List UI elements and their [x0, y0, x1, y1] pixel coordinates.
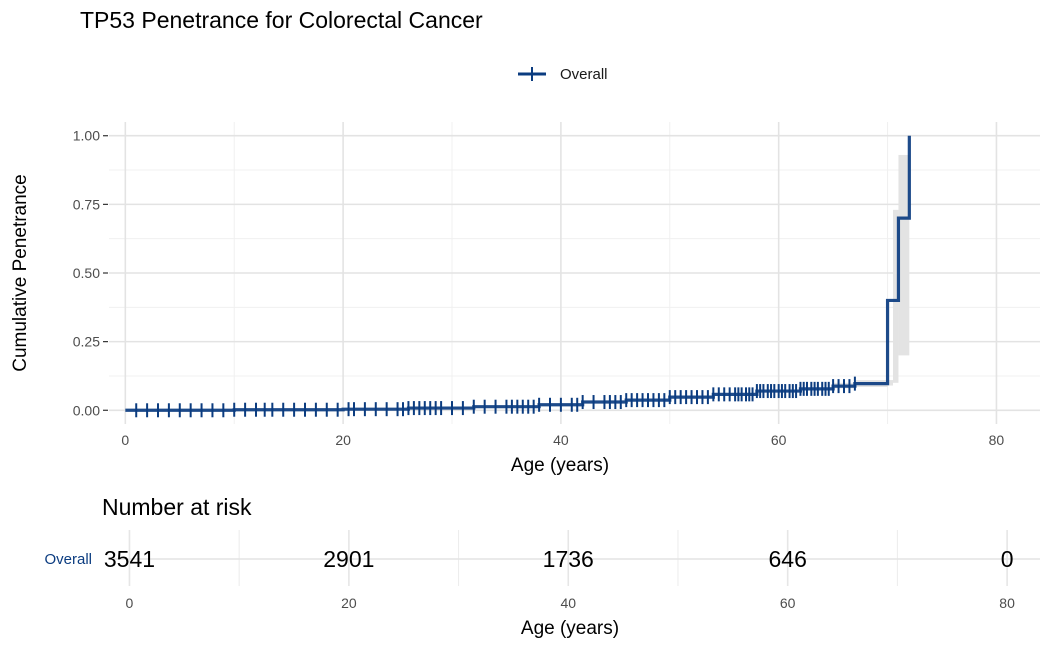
y-axis-label: Cumulative Penetrance — [10, 174, 31, 372]
y-tick-label: 0.25 — [73, 334, 100, 350]
x-tick-label: 60 — [771, 432, 787, 448]
risk-table-grid — [113, 530, 1040, 586]
x-axis-ticks: 0 20 40 60 80 — [121, 432, 1004, 448]
risk-x-axis-label: Age (years) — [521, 618, 619, 639]
risk-row-label: Overall — [44, 551, 92, 568]
risk-x-tick-label: 60 — [780, 595, 796, 611]
risk-count-value: 646 — [768, 546, 806, 572]
risk-count-value: 1736 — [543, 546, 594, 572]
y-tick-label: 1.00 — [73, 128, 100, 144]
risk-x-tick-label: 40 — [560, 595, 576, 611]
legend: Overall — [518, 66, 608, 83]
risk-count-value: 0 — [1001, 546, 1014, 572]
x-tick-label: 0 — [121, 432, 129, 448]
chart-title: TP53 Penetrance for Colorectal Cancer — [80, 7, 483, 33]
risk-count-value: 3541 — [104, 546, 155, 572]
x-axis-label: Age (years) — [511, 455, 609, 476]
risk-x-axis-ticks: 0 20 40 60 80 — [126, 595, 1016, 611]
risk-x-tick-label: 0 — [126, 595, 134, 611]
y-axis-ticks: 0.00 0.25 0.50 0.75 1.00 — [73, 128, 108, 418]
x-tick-label: 20 — [335, 432, 351, 448]
x-tick-label: 40 — [553, 432, 569, 448]
ci-band-segment — [898, 154, 910, 356]
plot-grid — [109, 122, 1040, 424]
risk-x-tick-label: 20 — [341, 595, 357, 611]
ci-band-segment — [893, 209, 899, 383]
y-tick-label: 0.50 — [73, 265, 100, 281]
risk-table-rows: Overall 3541 2901 1736 646 0 — [44, 546, 1013, 572]
risk-x-tick-label: 80 — [999, 595, 1015, 611]
legend-label-overall: Overall — [560, 66, 608, 83]
risk-table-title: Number at risk — [102, 494, 252, 520]
ci-band-segment — [887, 380, 893, 386]
x-tick-label: 80 — [989, 432, 1005, 448]
y-tick-label: 0.00 — [73, 402, 100, 418]
risk-count-value: 2901 — [323, 546, 374, 572]
y-tick-label: 0.75 — [73, 196, 100, 212]
censor-marks-group — [135, 376, 856, 418]
